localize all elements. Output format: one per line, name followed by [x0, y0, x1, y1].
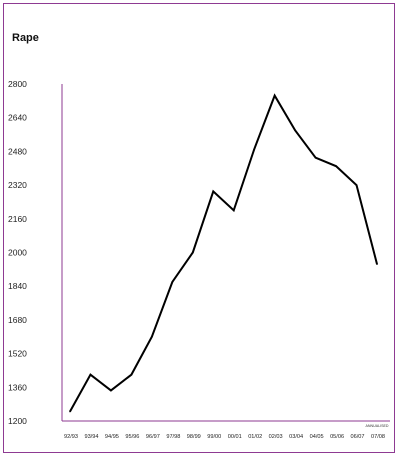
data-point: [130, 373, 133, 376]
data-point: [171, 281, 174, 283]
data-point: [253, 148, 255, 151]
chart-title: Rape: [12, 32, 39, 44]
data-point: [69, 410, 71, 413]
x-tick-label: 96/97: [146, 434, 160, 440]
x-tick-label: 02/03: [269, 434, 283, 440]
x-tick-label: 06/07: [351, 434, 365, 440]
x-tick-label: 01/02: [248, 434, 262, 440]
y-tick-label: 2160: [8, 214, 27, 224]
data-point: [376, 263, 378, 265]
data-point: [151, 335, 153, 338]
annualised-annotation: ANNUALISED: [366, 424, 389, 428]
y-tick-label: 2000: [8, 248, 27, 258]
series-line: [69, 93, 378, 413]
y-tick-label: 1680: [8, 315, 27, 325]
data-point: [314, 156, 317, 159]
x-tick-label: 94/95: [105, 434, 119, 440]
x-tick-label: 93/94: [84, 434, 98, 440]
x-tick-label: 05/06: [330, 434, 344, 440]
data-point: [355, 184, 358, 186]
data-point: [335, 165, 337, 167]
x-tick-label: 99/00: [207, 434, 221, 440]
y-tick-label: 1840: [8, 281, 27, 291]
x-tick-label: 07/08: [371, 434, 385, 440]
data-point: [212, 190, 215, 193]
data-point: [273, 94, 276, 97]
y-tick-label: 2640: [8, 113, 27, 123]
chart-frame: Rape: [3, 3, 395, 453]
y-tick-label: 1200: [8, 416, 27, 426]
data-point: [294, 129, 296, 132]
data-point: [232, 209, 235, 212]
data-point: [192, 251, 194, 254]
x-tick-label: 03/04: [289, 434, 303, 440]
x-tick-label: 00/01: [228, 434, 242, 440]
y-tick-label: 2480: [8, 146, 27, 156]
y-tick-label: 1520: [8, 349, 27, 359]
y-tick-label: 1360: [8, 382, 27, 392]
x-tick-label: 97/98: [166, 434, 180, 440]
x-tick-label: 95/96: [125, 434, 139, 440]
x-tick-label: 92/93: [64, 434, 78, 440]
data-point: [89, 373, 92, 376]
y-tick-label: 2800: [8, 79, 27, 89]
y-tick-label: 2320: [8, 180, 27, 190]
data-point: [110, 389, 112, 392]
x-tick-label: 04/05: [310, 434, 324, 440]
x-tick-label: 98/99: [187, 434, 201, 440]
